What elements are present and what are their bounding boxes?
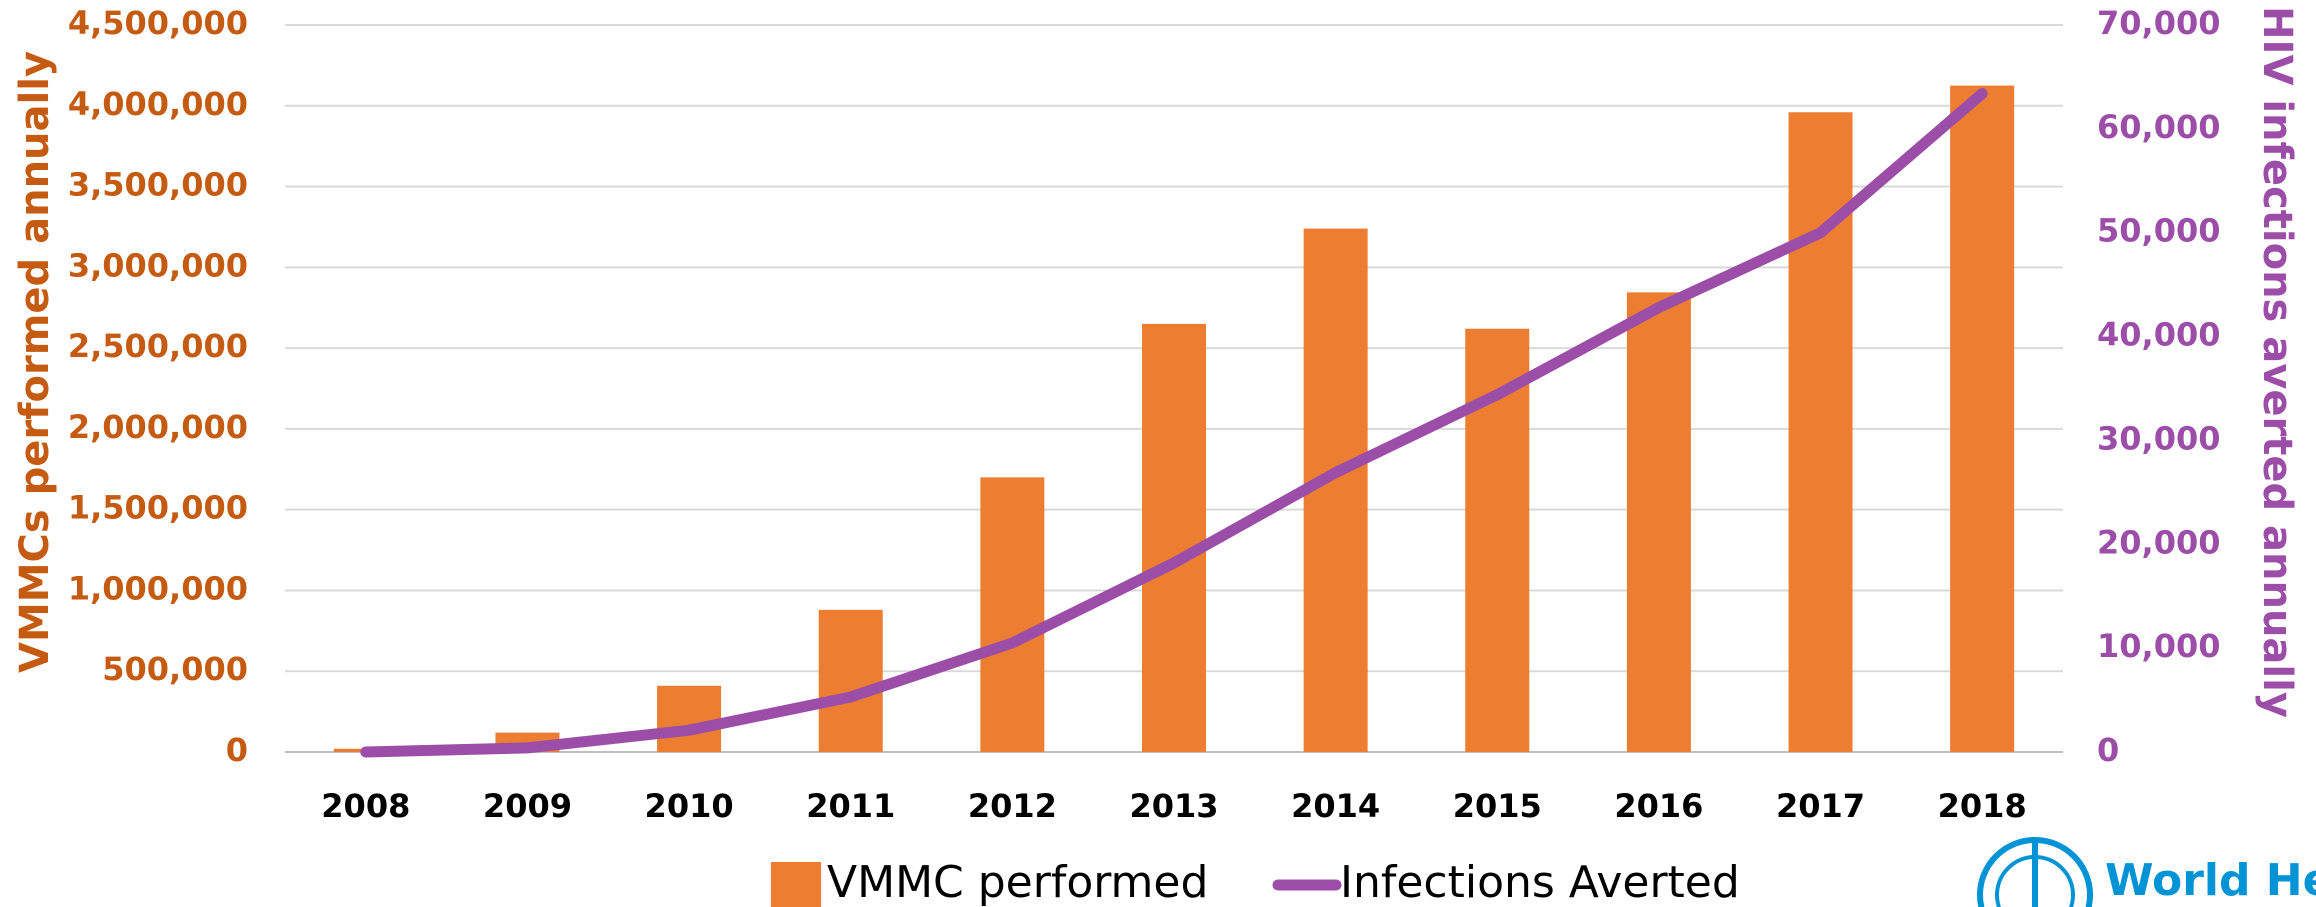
legend-label: VMMC performed [827, 857, 1208, 907]
y2-tick-label: 20,000 [2097, 523, 2220, 561]
x-tick-label: 2013 [1129, 787, 1218, 825]
legend-label: Infections Averted [1340, 857, 1740, 907]
y-tick-label: 4,000,000 [68, 85, 248, 123]
bar [657, 685, 722, 752]
y2-tick-label: 10,000 [2097, 627, 2220, 665]
x-tick-label: 2012 [968, 787, 1057, 825]
legend-swatch [771, 862, 821, 907]
y-tick-label: 0 [226, 731, 248, 769]
y2-tick-label: 50,000 [2097, 212, 2220, 250]
x-tick-label: 2010 [645, 787, 734, 825]
y-tick-label: 3,000,000 [68, 246, 248, 284]
x-tick-label: 2014 [1291, 787, 1380, 825]
y-tick-label: 3,500,000 [68, 166, 248, 204]
x-tick-label: 2018 [1938, 787, 2027, 825]
x-tick-label: 2009 [483, 787, 572, 825]
y-tick-label: 4,500,000 [68, 4, 248, 42]
y2-tick-label: 60,000 [2097, 108, 2220, 146]
y-tick-label: 1,500,000 [68, 489, 248, 527]
legend: VMMC performed Infections Averted [771, 857, 1740, 907]
x-tick-label: 2015 [1453, 787, 1542, 825]
y-tick-label: 1,000,000 [68, 569, 248, 607]
y2-tick-label: 0 [2097, 731, 2119, 769]
x-tick-label: 2017 [1776, 787, 1865, 825]
plot-area [285, 24, 2063, 758]
x-tick-label: 2008 [321, 787, 410, 825]
bar [1142, 323, 1206, 752]
bar [818, 609, 883, 752]
x-tick-label: 2011 [806, 787, 895, 825]
line [360, 88, 1988, 758]
y2-tick-label: 30,000 [2097, 419, 2220, 457]
y-tick-label: 2,500,000 [68, 327, 248, 365]
logo-text: World Healt [2105, 855, 2316, 906]
x-tick-label: 2016 [1614, 787, 1703, 825]
bar [980, 477, 1045, 752]
y2-tick-label: 70,000 [2097, 4, 2220, 42]
bar [1626, 292, 1691, 752]
y-axis-title: VMMCs performed annually [12, 51, 58, 673]
y-tick-label: 500,000 [102, 650, 248, 688]
bar [1950, 85, 2015, 753]
logo: World Healt [1977, 837, 2316, 907]
y2-tick-label: 40,000 [2097, 316, 2220, 354]
y2-axis-title: HIV infections averted annually [2254, 6, 2300, 718]
y-tick-label: 2,000,000 [68, 408, 248, 446]
